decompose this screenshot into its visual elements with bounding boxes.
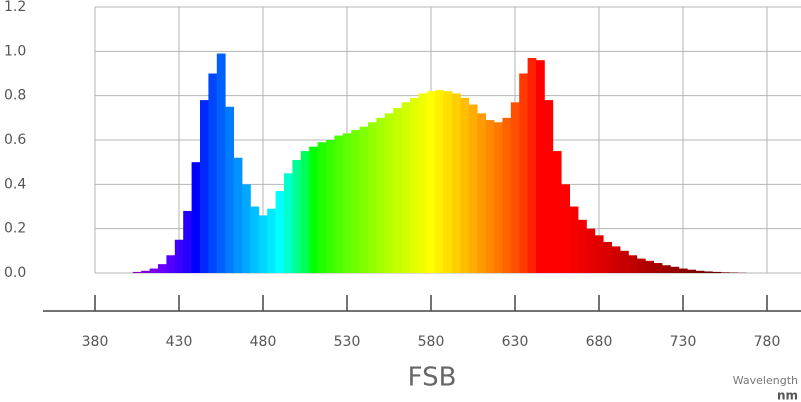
spectrum-bar <box>636 258 646 273</box>
spectrum-bar <box>645 260 654 273</box>
chart-title: FSB <box>408 363 457 393</box>
spectrum-bar <box>670 266 680 273</box>
spectrum-bar <box>384 113 394 274</box>
x-tick-label: 630 <box>502 334 529 350</box>
spectrum-bar <box>594 235 604 273</box>
spectrum-bar <box>317 142 327 273</box>
y-tick-label: 0.4 <box>4 176 26 192</box>
spectrum-bar <box>653 263 663 273</box>
spectrum-bar <box>443 91 453 273</box>
spectrum-bar <box>359 126 369 273</box>
spectrum-bar <box>132 271 142 273</box>
spectrum-bar <box>519 73 528 273</box>
spectrum-bar <box>426 91 436 273</box>
spectrum-bar <box>401 102 411 273</box>
spectrum-bar <box>342 133 352 273</box>
spectrum-bar <box>200 100 209 273</box>
spectrum-bar <box>586 228 596 273</box>
spectrum-bar <box>720 272 730 273</box>
spectrum-bar <box>435 90 444 273</box>
spectrum-bar <box>225 106 234 273</box>
spectrum-bar <box>258 215 268 273</box>
spectrum-bar <box>687 269 696 273</box>
spectrum-bar <box>704 271 713 273</box>
x-tick-label: 530 <box>334 334 361 350</box>
spectrum-bar <box>368 122 377 274</box>
spectrum-bar <box>418 93 428 273</box>
spectrum-bar <box>620 250 629 273</box>
spectrum-bar <box>309 146 318 273</box>
spectrum-bar <box>393 107 402 273</box>
spectrum-bar <box>158 264 167 273</box>
spectrum-bar <box>662 265 671 273</box>
x-tick-label: 430 <box>166 334 193 350</box>
spectrum-bar <box>468 104 478 274</box>
spectrum-bar <box>628 255 638 273</box>
spectrum-bar <box>510 102 520 273</box>
spectrum-bar <box>376 117 386 273</box>
spectrum-bar <box>569 206 579 273</box>
spectrum-bar <box>300 151 310 273</box>
spectrum-bar <box>452 93 461 273</box>
spectrum-bar <box>477 113 486 274</box>
spectrum-bar <box>267 208 276 273</box>
spectrum-bar <box>544 100 554 273</box>
spectrum-bar <box>611 246 621 273</box>
y-tick-label: 0.6 <box>4 132 26 148</box>
spectrum-bar <box>527 57 537 273</box>
y-tick-label: 0.8 <box>4 88 26 104</box>
spectrum-bar <box>410 97 419 273</box>
spectrum-bar <box>712 271 722 273</box>
spectrum-bar <box>460 97 470 273</box>
spectrum-bar <box>695 270 705 273</box>
spectrum-bar <box>578 219 587 273</box>
spectrum-bar <box>494 122 503 274</box>
x-tick-label: 680 <box>586 334 613 350</box>
spectrum-bar <box>561 184 570 273</box>
spectrum-bar <box>552 151 562 273</box>
y-tick-label: 0.0 <box>4 265 26 281</box>
x-axis-label: Wavelength <box>733 374 798 387</box>
spectrum-bar <box>166 255 176 273</box>
spectrum-bar <box>191 162 201 273</box>
spectrum-bar <box>275 190 285 273</box>
x-axis-unit: nm <box>777 389 798 402</box>
spectrum-bar <box>208 73 218 273</box>
y-tick-label: 0.2 <box>4 221 26 237</box>
spectrum-bar <box>485 120 495 273</box>
spectrum-bar <box>250 206 260 273</box>
y-tick-label: 1.2 <box>4 0 26 15</box>
spectrum-bar <box>326 140 335 273</box>
x-tick-label: 480 <box>250 334 277 350</box>
spectrum-bar <box>174 239 184 273</box>
x-tick-label: 580 <box>418 334 445 350</box>
spectrum-bar <box>141 270 150 273</box>
x-tick-label: 780 <box>754 334 781 350</box>
spectrum-bar <box>536 60 545 274</box>
spectrum-bar <box>242 184 251 273</box>
x-tick-label: 380 <box>82 334 109 350</box>
y-tick-label: 1.0 <box>4 43 26 59</box>
spectrum-bar <box>678 268 688 273</box>
spectrum-bar <box>351 130 360 273</box>
spectrum-bar <box>183 210 192 273</box>
spectrum-bar <box>502 117 512 273</box>
spectrum-bar <box>284 173 293 273</box>
spectrum-bar <box>292 159 302 273</box>
x-tick-label: 730 <box>670 334 697 350</box>
spectrum-bar <box>149 268 159 273</box>
spectrum-bar <box>603 241 612 273</box>
spectrum-bar <box>334 135 344 273</box>
spectrum-bar <box>233 157 243 273</box>
spectrum-bar <box>216 53 226 273</box>
